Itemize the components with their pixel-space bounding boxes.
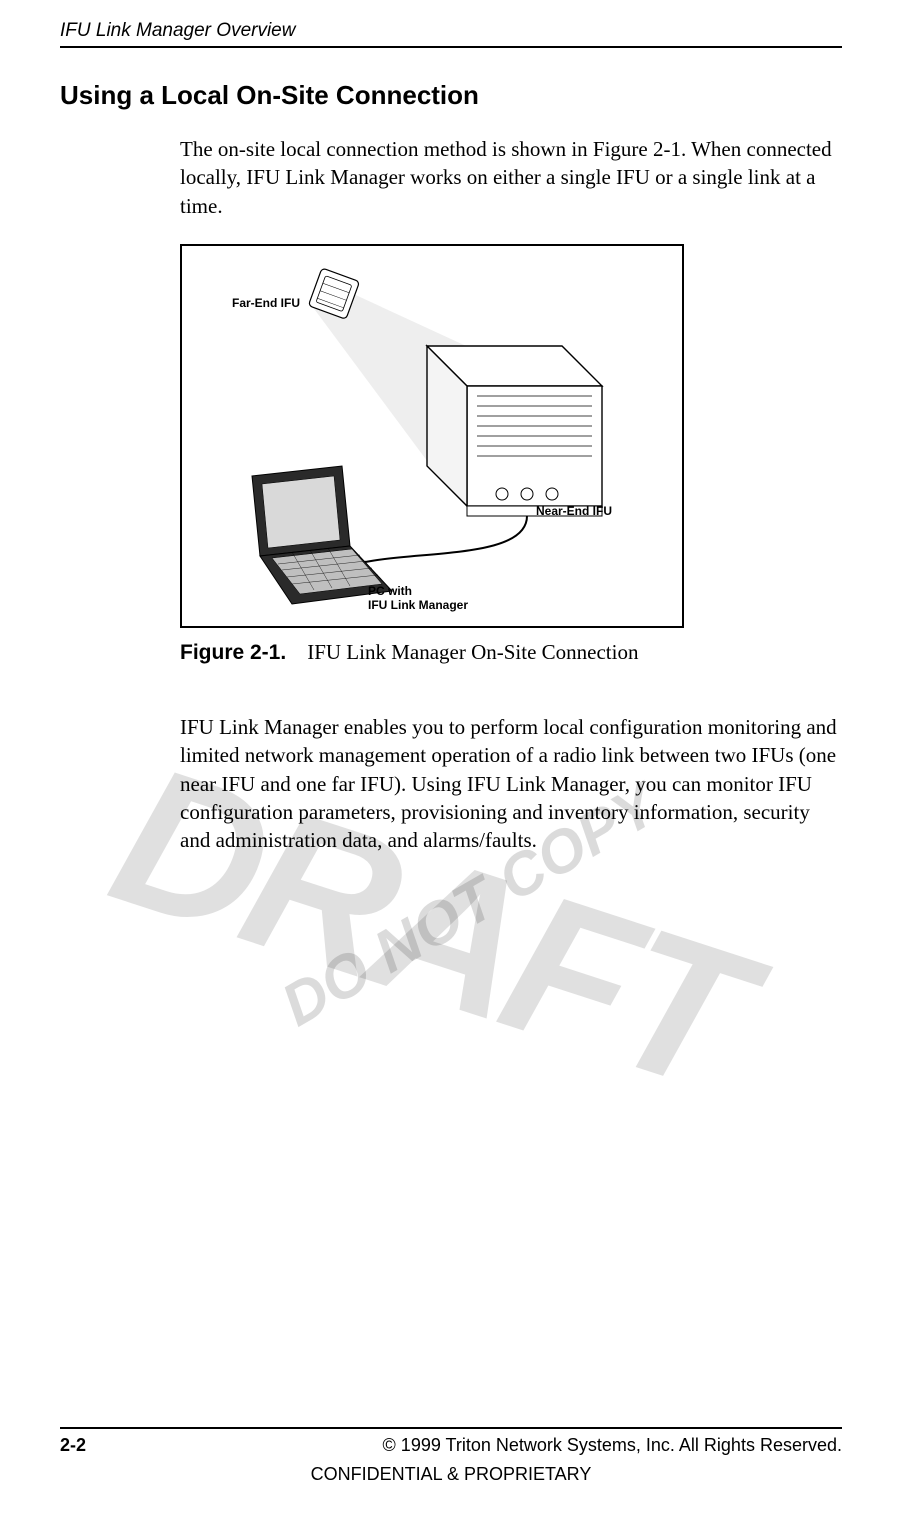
paragraph-2: IFU Link Manager enables you to perform … xyxy=(180,713,842,855)
figure-box: Far-End IFU Near-End IFU PC with IFU Lin… xyxy=(180,244,684,628)
figure-title: IFU Link Manager On-Site Connection xyxy=(307,640,638,664)
figure-container: Far-End IFU Near-End IFU PC with IFU Lin… xyxy=(180,244,842,628)
footer-confidential: CONFIDENTIAL & PROPRIETARY xyxy=(60,1464,842,1485)
header-title: IFU Link Manager Overview xyxy=(60,20,295,42)
figure-caption: Figure 2-1. IFU Link Manager On-Site Con… xyxy=(180,640,842,665)
section-heading: Using a Local On-Site Connection xyxy=(60,80,842,111)
label-near-end: Near-End IFU xyxy=(536,504,612,518)
label-pc: PC with IFU Link Manager xyxy=(368,584,468,613)
near-end-ifu-icon xyxy=(427,346,602,516)
label-pc-line1: PC with xyxy=(368,584,412,598)
footer-line: 2-2 © 1999 Triton Network Systems, Inc. … xyxy=(60,1427,842,1456)
figure-number: Figure 2-1. xyxy=(180,641,286,664)
paragraph-1: The on-site local connection method is s… xyxy=(180,135,842,220)
label-pc-line2: IFU Link Manager xyxy=(368,598,468,612)
footer-copyright: © 1999 Triton Network Systems, Inc. All … xyxy=(383,1435,842,1456)
page-root: IFU Link Manager Overview Using a Local … xyxy=(0,0,902,1525)
footer-page-number: 2-2 xyxy=(60,1435,86,1456)
running-header: IFU Link Manager Overview xyxy=(60,20,842,48)
label-far-end: Far-End IFU xyxy=(232,296,300,310)
page-footer: 2-2 © 1999 Triton Network Systems, Inc. … xyxy=(60,1427,842,1485)
